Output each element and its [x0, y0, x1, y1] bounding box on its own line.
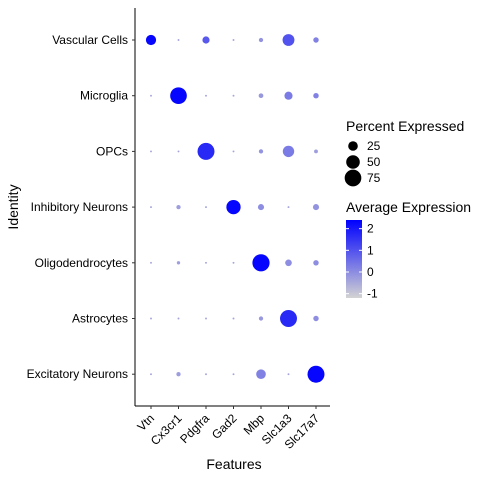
dot-vascular-cells-slc17a7 — [313, 37, 319, 43]
dot-vascular-cells-cx3cr1 — [177, 39, 180, 41]
plot-panel: Vascular Cells Microglia OPCs Inhibitory Ne… — [27, 8, 330, 452]
y-tick-label: Astrocytes — [72, 312, 128, 326]
dot-opcs-slc17a7 — [314, 149, 318, 154]
dot-vascular-cells-pdgfra — [202, 36, 210, 44]
size-legend: Percent Expressed 25 50 75 — [344, 118, 464, 187]
dot-inhibitory-neurons-vtn — [150, 206, 152, 209]
x-tick-label: Gad2 — [209, 411, 240, 442]
dot-opcs-vtn — [150, 150, 152, 153]
dot-opcs-mbp — [258, 149, 264, 154]
size-legend-dot — [346, 155, 360, 169]
color-legend-label: 2 — [367, 222, 374, 236]
dot-oligodendrocytes-mbp — [252, 254, 270, 272]
dot-astrocytes-slc1a3 — [280, 310, 297, 327]
y-tick-label: Microglia — [80, 89, 128, 103]
dot-oligodendrocytes-gad2 — [232, 261, 235, 264]
dot-vascular-cells-vtn — [145, 34, 157, 46]
dot-microglia-slc1a3 — [284, 91, 293, 100]
size-legend-label: 25 — [367, 139, 381, 153]
dot-microglia-vtn — [150, 94, 152, 97]
dot-microglia-gad2 — [232, 94, 235, 97]
color-legend-title: Average Expression — [346, 199, 471, 215]
y-tick-label: Vascular Cells — [52, 33, 128, 47]
dot-inhibitory-neurons-cx3cr1 — [176, 204, 181, 210]
y-tick-label: Inhibitory Neurons — [31, 200, 128, 214]
color-legend: Average Expression 2 1 0 -1 — [346, 199, 471, 301]
dot-opcs-slc1a3 — [282, 145, 295, 158]
dot-oligodendrocytes-slc17a7 — [313, 260, 319, 266]
dot-astrocytes-pdgfra — [205, 317, 207, 320]
y-axis-title: Identity — [5, 184, 21, 229]
x-tick-label: Vtn — [134, 411, 157, 434]
dot-microglia-pdgfra — [205, 94, 207, 97]
y-axis-ticks: Vascular Cells Microglia OPCs Inhibitory Ne… — [27, 33, 135, 381]
dot-vascular-cells-mbp — [258, 37, 264, 43]
x-axis-title: Features — [206, 456, 261, 472]
y-tick-label: Oligodendrocytes — [35, 256, 128, 270]
dot-excitatory-neurons-slc17a7 — [307, 365, 325, 383]
dot-excitatory-neurons-cx3cr1 — [176, 372, 181, 377]
dot-inhibitory-neurons-slc1a3 — [287, 206, 290, 209]
dot-microglia-slc17a7 — [313, 92, 319, 99]
colorbar — [346, 220, 362, 298]
dot-excitatory-neurons-slc1a3 — [287, 373, 290, 376]
x-tick-label: Pdgfra — [177, 411, 212, 446]
dot-vascular-cells-gad2 — [232, 39, 235, 41]
y-tick-label: Excitatory Neurons — [27, 367, 128, 381]
dot-vascular-cells-slc1a3 — [282, 34, 295, 46]
dot-oligodendrocytes-vtn — [150, 261, 152, 264]
size-legend-dot — [344, 169, 362, 187]
dot-opcs-gad2 — [232, 150, 235, 153]
size-legend-dot — [348, 141, 358, 151]
dot-excitatory-neurons-gad2 — [232, 373, 235, 376]
dot-inhibitory-neurons-mbp — [257, 204, 265, 211]
color-legend-label: -1 — [367, 287, 378, 301]
dot-opcs-pdgfra — [197, 142, 215, 160]
size-legend-title: Percent Expressed — [346, 118, 464, 134]
dot-inhibitory-neurons-slc17a7 — [312, 204, 320, 211]
color-legend-keys: 2 1 0 -1 — [346, 222, 378, 301]
dot-astrocytes-slc17a7 — [313, 315, 319, 322]
size-legend-keys: 25 50 75 — [344, 139, 381, 187]
color-legend-label: 0 — [367, 265, 374, 279]
dot-astrocytes-cx3cr1 — [177, 317, 180, 320]
dot-inhibitory-neurons-pdgfra — [205, 206, 207, 209]
size-legend-label: 50 — [367, 155, 381, 169]
dot-astrocytes-mbp — [258, 316, 264, 321]
y-tick-label: OPCs — [96, 144, 128, 158]
dot-astrocytes-gad2 — [232, 317, 235, 320]
dot-oligodendrocytes-cx3cr1 — [176, 261, 181, 265]
dot-opcs-cx3cr1 — [177, 150, 180, 153]
dot-excitatory-neurons-mbp — [256, 369, 266, 380]
dot-layer — [145, 34, 325, 383]
dot-microglia-mbp — [258, 93, 264, 99]
dot-oligodendrocytes-pdgfra — [205, 261, 207, 264]
x-tick-label: Cx3cr1 — [148, 411, 185, 448]
dot-inhibitory-neurons-gad2 — [226, 199, 241, 215]
size-legend-label: 75 — [367, 171, 381, 185]
dot-microglia-cx3cr1 — [170, 87, 187, 105]
dot-excitatory-neurons-pdgfra — [205, 373, 207, 376]
dot-astrocytes-vtn — [150, 317, 152, 320]
dot-excitatory-neurons-vtn — [150, 373, 152, 376]
dot-oligodendrocytes-slc1a3 — [285, 259, 292, 267]
color-legend-label: 1 — [367, 243, 374, 257]
